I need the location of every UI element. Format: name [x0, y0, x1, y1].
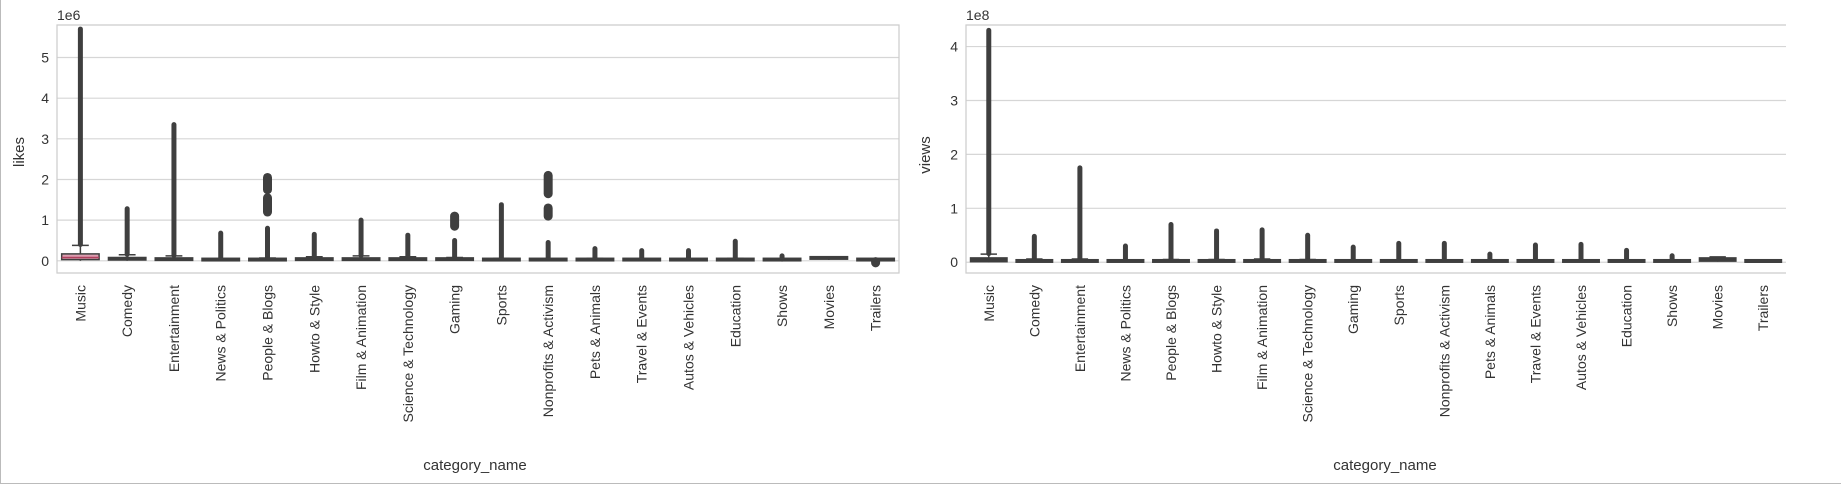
x-tick-label-autos-vehicles: Autos & Vehicles [1573, 285, 1589, 390]
x-tick-label-film-animation: Film & Animation [353, 285, 369, 390]
x-tick-label-entertainment: Entertainment [166, 285, 182, 372]
likes-offset-label: 1e6 [57, 7, 81, 23]
x-tick-label-people-blogs: People & Blogs [1163, 285, 1179, 381]
likes-y-tick-label: 3 [41, 131, 49, 147]
x-tick-label-movies: Movies [821, 285, 837, 329]
x-tick-label-nonprofits-activism: Nonprofits & Activism [540, 285, 556, 417]
x-tick-label-shows: Shows [774, 285, 790, 327]
x-tick-label-education: Education [727, 285, 743, 347]
x-tick-label-music: Music [72, 285, 88, 322]
x-tick-label-pets-animals: Pets & Animals [1482, 285, 1498, 379]
views-y-tick-label: 0 [950, 254, 958, 270]
x-tick-label-news-politics: News & Politics [213, 285, 229, 381]
x-tick-label-travel-events: Travel & Events [1527, 285, 1543, 383]
x-tick-label-howto-style: Howto & Style [1209, 285, 1225, 373]
box-music [969, 257, 1008, 263]
x-tick-label-pets-animals: Pets & Animals [587, 285, 603, 379]
x-tick-label-trailers: Trailers [868, 285, 884, 331]
x-tick-label-sports: Sports [493, 285, 509, 325]
x-tick-label-trailers: Trailers [1755, 285, 1771, 331]
likes-y-tick-label: 0 [41, 253, 49, 269]
views-axes-frame [965, 24, 1786, 274]
likes-y-tick-label: 1 [41, 212, 49, 228]
views-y-tick-label: 3 [950, 92, 958, 108]
views-boxplot-panel: 1e8 views category_name 0 1 2 3 4 Music Comedy… [917, 7, 1786, 474]
box-music [60, 253, 100, 261]
x-tick-label-comedy: Comedy [1026, 285, 1042, 337]
x-tick-label-shows: Shows [1664, 285, 1680, 327]
likes-y-axis-label: likes [11, 137, 28, 167]
views-x-axis-label: category_name [1333, 457, 1436, 474]
x-tick-label-comedy: Comedy [119, 285, 135, 337]
likes-y-tick-label: 5 [41, 50, 49, 66]
x-tick-label-gaming: Gaming [447, 285, 463, 334]
x-tick-label-sports: Sports [1391, 285, 1407, 325]
x-tick-label-music: Music [981, 285, 997, 322]
x-tick-label-autos-vehicles: Autos & Vehicles [681, 285, 697, 390]
views-y-tick-label: 4 [950, 39, 958, 55]
x-tick-label-science-technology: Science & Technology [1300, 285, 1316, 423]
likes-axes-frame [56, 24, 900, 274]
x-tick-label-film-animation: Film & Animation [1254, 285, 1270, 390]
views-y-tick-label: 1 [950, 200, 958, 216]
x-tick-label-education: Education [1619, 285, 1635, 347]
likes-y-tick-label: 4 [41, 90, 49, 106]
likes-y-tick-label: 2 [41, 171, 49, 187]
views-offset-label: 1e8 [966, 7, 990, 23]
views-y-tick-label: 2 [950, 146, 958, 162]
x-tick-label-gaming: Gaming [1345, 285, 1361, 334]
x-tick-label-entertainment: Entertainment [1072, 285, 1088, 372]
x-tick-label-nonprofits-activism: Nonprofits & Activism [1436, 285, 1452, 417]
x-tick-label-travel-events: Travel & Events [634, 285, 650, 383]
x-tick-label-movies: Movies [1710, 285, 1726, 329]
x-tick-label-news-politics: News & Politics [1117, 285, 1133, 381]
x-tick-label-people-blogs: People & Blogs [260, 285, 276, 381]
x-tick-label-howto-style: Howto & Style [306, 285, 322, 373]
views-y-axis-label: views [917, 136, 934, 174]
x-tick-label-science-technology: Science & Technology [400, 285, 416, 423]
likes-boxplot-panel: 1e6 likes category_name 0 1 2 3 4 5 Music Comed… [11, 7, 900, 474]
likes-x-axis-label: category_name [423, 457, 526, 474]
